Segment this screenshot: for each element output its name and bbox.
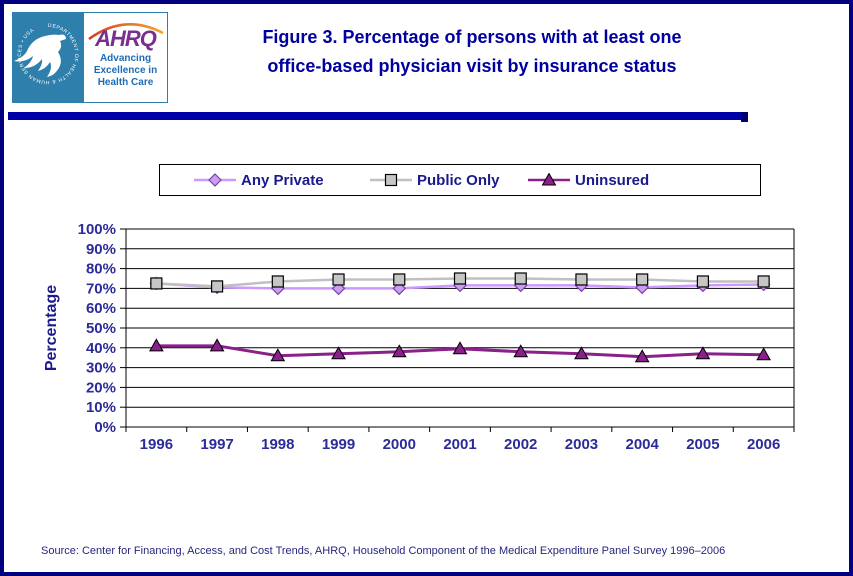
svg-text:2004: 2004	[625, 436, 659, 453]
svg-text:80%: 80%	[86, 261, 116, 278]
svg-text:1996: 1996	[140, 436, 173, 453]
svg-text:90%: 90%	[86, 241, 116, 258]
chart-legend: Any Private Public Only Uninsured	[159, 164, 761, 196]
svg-text:2003: 2003	[565, 436, 598, 453]
svg-text:1999: 1999	[322, 436, 355, 453]
figure-title-line-2: office-based physician visit by insuranc…	[267, 56, 677, 76]
agency-logo-block: DEPARTMENT OF HEALTH & HUMAN SERVICES • …	[12, 12, 168, 103]
legend-label: Public Only	[417, 171, 500, 189]
ahrq-tagline-line-1: Advancing	[99, 53, 152, 64]
line-chart: 0%10%20%30%40%50%60%70%80%90%100%1996 199…	[78, 221, 795, 453]
divider-bar-endcap	[741, 112, 748, 122]
svg-text:0%: 0%	[94, 419, 116, 436]
any-private-marker-icon	[194, 173, 236, 187]
ahrq-logo: AHRQ Advancing Excellence in Health Care	[83, 13, 167, 102]
public-only-marker-icon	[370, 173, 412, 187]
legend-label: Uninsured	[575, 171, 650, 189]
svg-text:1997: 1997	[200, 436, 233, 453]
ahrq-tagline-line-3: Health Care	[97, 77, 154, 88]
hhs-eagle-icon: DEPARTMENT OF HEALTH & HUMAN SERVICES • …	[14, 23, 78, 85]
legend-item-public-only: Public Only	[370, 165, 500, 195]
svg-text:60%: 60%	[86, 300, 116, 317]
hhs-logo: DEPARTMENT OF HEALTH & HUMAN SERVICES • …	[13, 13, 83, 102]
svg-text:2006: 2006	[747, 436, 780, 453]
gridlines	[126, 228, 794, 428]
svg-text:40%: 40%	[86, 340, 116, 357]
svg-text:30%: 30%	[86, 360, 116, 377]
y-axis-ticks: 0% 10% 20% 30% 40% 50% 60% 70% 80% 90% 100%	[78, 221, 126, 436]
series-uninsured	[149, 338, 771, 363]
ahrq-tagline: Advancing Excellence in Health Care	[84, 53, 167, 89]
uninsured-marker-icon	[528, 173, 570, 186]
figure-title: Figure 3. Percentage of persons with at …	[179, 23, 765, 81]
figure-title-line-1: Figure 3. Percentage of persons with at …	[262, 27, 682, 47]
svg-text:70%: 70%	[86, 280, 116, 297]
svg-text:10%: 10%	[86, 399, 116, 416]
svg-text:20%: 20%	[86, 379, 116, 396]
ahrq-wordmark: AHRQ	[95, 26, 157, 51]
legend-item-any-private: Any Private	[194, 165, 324, 195]
source-note: Source: Center for Financing, Access, an…	[41, 545, 726, 557]
svg-text:1998: 1998	[261, 436, 294, 453]
svg-text:100%: 100%	[78, 221, 116, 238]
legend-label: Any Private	[241, 171, 324, 189]
svg-text:50%: 50%	[86, 320, 116, 337]
svg-text:2002: 2002	[504, 436, 537, 453]
legend-item-uninsured: Uninsured	[528, 165, 649, 195]
ahrq-arc-icon	[88, 23, 164, 41]
divider-bar	[8, 112, 741, 120]
x-axis-ticks: 1996 1997 1998 1999 2000 2001 2002 2003 2004 2005…	[125, 427, 795, 453]
svg-text:2001: 2001	[443, 436, 476, 453]
svg-text:2005: 2005	[686, 436, 719, 453]
svg-text:2000: 2000	[383, 436, 416, 453]
ahrq-tagline-line-2: Excellence in	[93, 65, 158, 76]
series-public-only	[150, 272, 770, 293]
